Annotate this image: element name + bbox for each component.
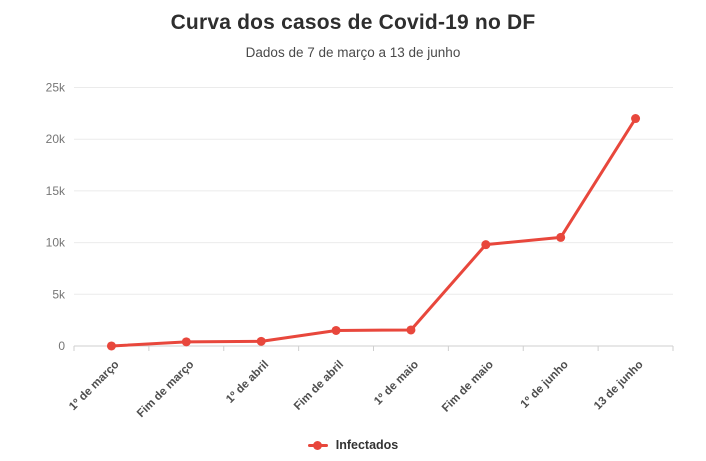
x-tick-label: 1º de abril [224, 359, 271, 406]
chart-title: Curva dos casos de Covid-19 no DF [170, 11, 536, 34]
y-tick-label: 10k [46, 236, 66, 250]
data-point[interactable] [181, 337, 191, 347]
x-tick-label: 1º de junho [519, 359, 571, 411]
x-tick-label: 1º de maio [372, 359, 421, 408]
data-point[interactable] [631, 114, 641, 124]
y-tick-label: 20k [46, 132, 66, 146]
data-point[interactable] [331, 325, 341, 335]
x-tick-label: 13 de junho [592, 359, 646, 413]
data-point[interactable] [481, 240, 491, 250]
data-point[interactable] [256, 336, 266, 346]
series-line [109, 117, 638, 348]
y-tick-label: 5k [52, 287, 66, 301]
y-tick-label: 25k [46, 81, 66, 95]
chart-subtitle: Dados de 7 de março a 13 de junho [245, 45, 461, 60]
y-tick-label: 15k [46, 184, 66, 198]
legend-item-infectados[interactable]: Infectados [307, 438, 399, 452]
data-point[interactable] [106, 341, 116, 351]
legend-label: Infectados [335, 438, 399, 452]
x-tick-label: Fim de março [135, 359, 196, 420]
legend: Infectados [0, 438, 706, 452]
x-tick-label: 1º de março [67, 359, 121, 413]
data-point[interactable] [406, 325, 416, 335]
x-tick-label: Fim de abril [292, 359, 346, 413]
data-point[interactable] [556, 232, 566, 242]
series-marker-icon [307, 440, 328, 450]
y-tick-label: 0 [58, 339, 65, 353]
x-tick-label: Fim de maio [440, 359, 496, 415]
